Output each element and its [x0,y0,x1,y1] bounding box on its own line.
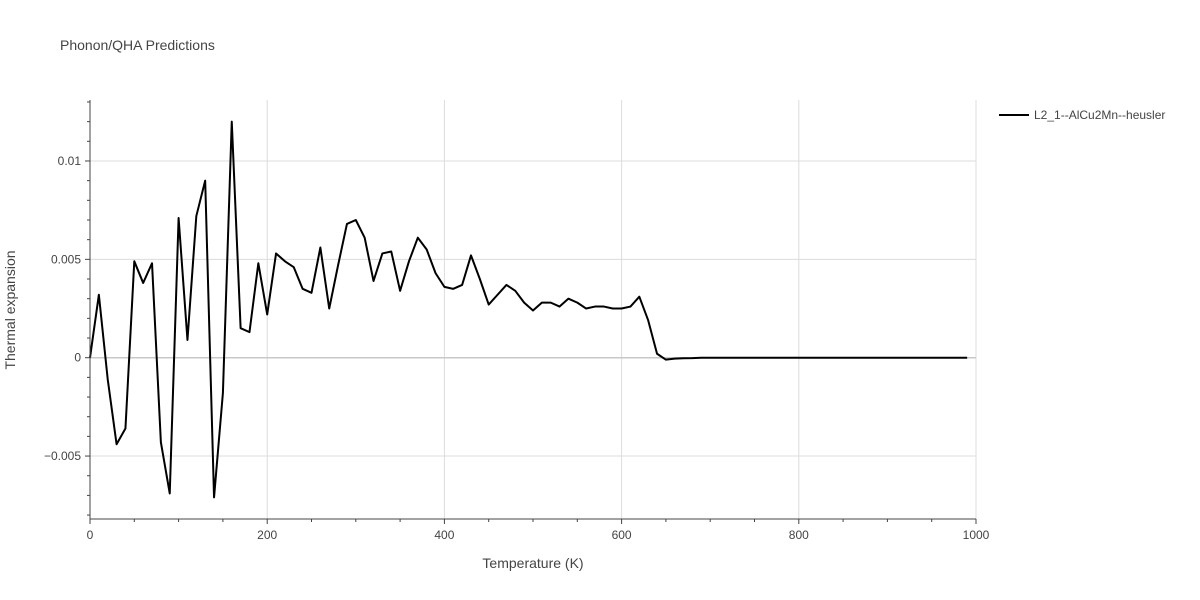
y-tick-label: 0.005 [51,252,81,266]
chart-title: Phonon/QHA Predictions [60,37,215,53]
x-tick-label: 800 [789,528,809,542]
y-tick-label: −0.005 [44,449,81,463]
series-line [89,120,968,499]
x-axis-title: Temperature (K) [482,555,583,571]
x-tick-label: 1000 [963,528,990,542]
y-tick-label: 0.01 [58,154,82,168]
x-tick-label: 400 [434,528,454,542]
x-tick-label: 0 [87,528,94,542]
legend-label: L2_1--AlCu2Mn--heusler [1034,108,1165,122]
x-tick-label: 200 [257,528,277,542]
x-minor-ticks [89,519,977,524]
x-tick-label: 600 [612,528,632,542]
legend[interactable]: L2_1--AlCu2Mn--heusler [999,108,1165,122]
y-tick-label: 0 [74,351,81,365]
x-ticks: 0 200 400 600 800 1000 [87,528,990,542]
y-axis-title: Thermal expansion [2,250,18,369]
series-layer [89,120,968,499]
y-ticks: −0.005 0 0.005 0.01 [44,154,81,463]
y-minor-ticks [85,101,90,516]
